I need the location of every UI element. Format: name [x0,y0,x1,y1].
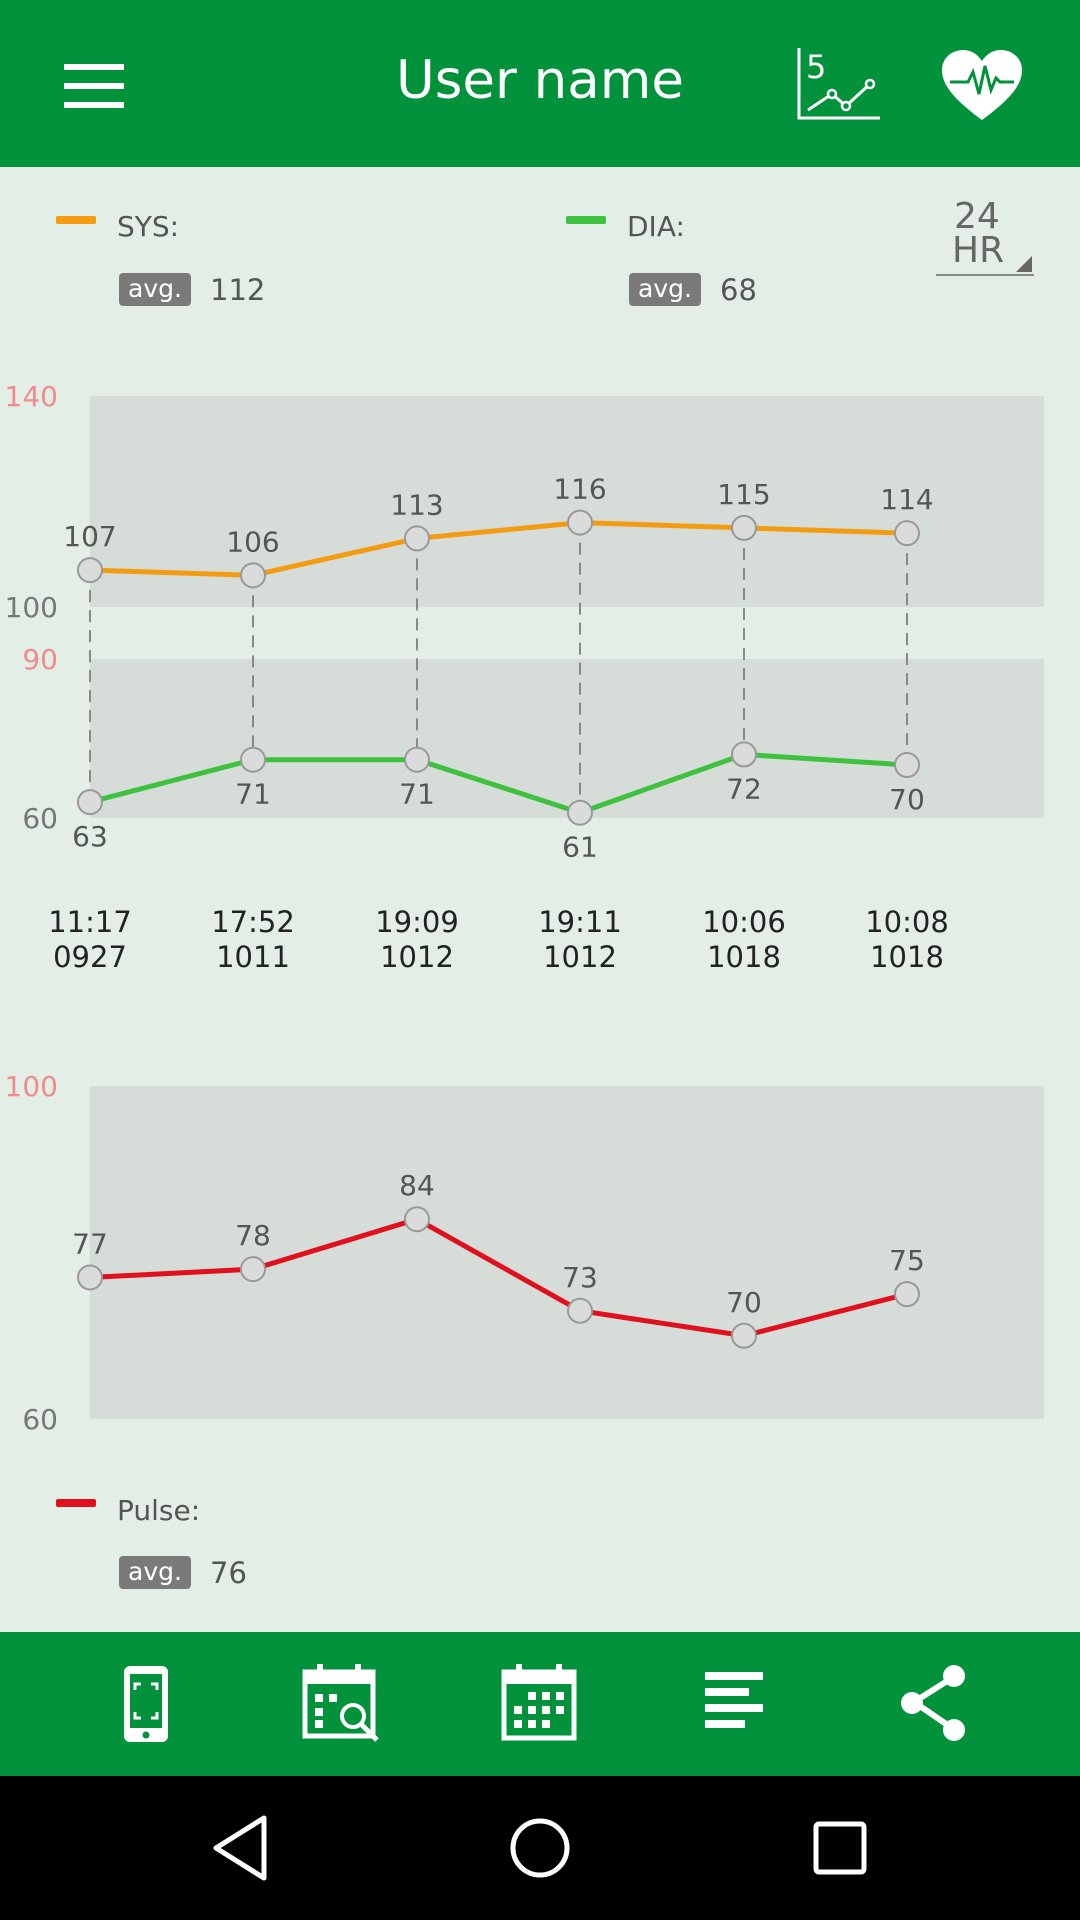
dia-legend-label: DIA: [627,210,685,243]
pulse-data-label: 78 [235,1219,271,1252]
dia-avg-badge: avg. [629,273,701,306]
pulse-data-label: 84 [399,1169,435,1202]
sys-point [731,514,757,541]
list-icon[interactable] [695,1662,779,1746]
bp-x-tick-date: 1012 [380,940,454,974]
dia-point [240,746,266,773]
pulse-data-label: 77 [72,1227,108,1260]
period-underline [936,274,1034,276]
dia-point [77,789,103,816]
bp-x-tick-date: 1012 [543,940,617,974]
bp-x-tick-time: 10:08 [865,905,949,939]
app-bar: User name 5 [0,0,1080,167]
sys-point [567,509,593,536]
pulse-point [567,1297,593,1324]
dia-legend-swatch [566,216,606,224]
sys-avg-badge: avg. [119,273,191,306]
bp-x-tick-date: 1011 [216,940,290,974]
period-24hr-button[interactable]: 24 HR [934,196,1034,278]
period-unit: HR [952,230,1005,271]
dia-series-line [89,751,908,816]
sys-data-label: 107 [63,520,116,553]
dia-avg-value: 68 [720,273,757,307]
dia-data-label: 72 [726,772,762,805]
pulse-legend-swatch [56,1499,96,1507]
sys-data-label: 113 [390,488,443,521]
bp-x-tick-date: 1018 [707,940,781,974]
home-icon[interactable] [502,1810,578,1886]
sys-data-label: 115 [717,478,770,511]
pulse-y-tick-label: 100 [5,1070,58,1103]
system-nav-bar [0,1776,1080,1920]
bp-y-tick-label: 100 [5,591,58,624]
dia-point [404,746,430,773]
bp-y-tick-label: 140 [5,380,58,413]
sys-legend-swatch [56,216,96,224]
dia-point [731,741,757,768]
bp-x-tick-date: 1018 [870,940,944,974]
sys-avg-value: 112 [210,273,266,307]
dia-data-label: 63 [72,820,108,853]
pulse-y-tick-label: 60 [22,1403,58,1436]
sys-data-label: 106 [226,525,279,558]
pulse-point [77,1264,103,1291]
pulse-data-label: 73 [562,1261,598,1294]
bp-x-tick-time: 19:09 [375,905,459,939]
pulse-band-0 [90,1086,1044,1419]
sys-data-label: 116 [553,473,606,506]
page-title: User name [396,50,684,111]
pulse-point [404,1206,430,1233]
back-icon[interactable] [202,1810,278,1886]
bp-x-tick-time: 11:17 [48,905,132,939]
bp-y-tick-label: 60 [22,802,58,835]
period-number: 24 [954,196,1000,237]
bp-x-tick-time: 17:52 [211,905,295,939]
dia-data-label: 70 [889,783,925,816]
bp-x-tick-time: 10:06 [702,905,786,939]
pulse-data-label: 70 [726,1286,762,1319]
pulse-point [731,1322,757,1349]
calendar-search-icon[interactable] [301,1662,385,1746]
trend-5-icon[interactable]: 5 [796,48,882,124]
dia-data-label: 71 [399,778,435,811]
bp-x-tick-time: 19:11 [538,905,622,939]
pulse-point [894,1281,920,1308]
pulse-data-label: 75 [889,1244,925,1277]
dia-data-label: 61 [562,831,598,864]
pulse-avg-badge: avg. [119,1556,191,1589]
dia-point [567,799,593,826]
blood-pressure-chart: 140 100 90 60 107 106 113 116 115 114 63 71 71 61 72 70… [5,380,1044,974]
share-icon[interactable] [892,1662,976,1746]
heart-pulse-icon[interactable] [942,50,1022,122]
pulse-series-line [89,1216,908,1339]
pulse-point [240,1256,266,1283]
recents-icon[interactable] [802,1810,878,1886]
calendar-icon[interactable] [498,1662,582,1746]
sys-point [404,525,430,552]
sys-point [240,562,266,589]
menu-icon[interactable] [62,60,128,112]
trend-digit: 5 [806,48,826,86]
bottom-action-bar [0,1632,1080,1776]
bp-band-1 [90,659,1044,818]
pulse-legend-label: Pulse: [117,1494,201,1527]
device-scan-icon[interactable] [104,1662,188,1746]
pulse-chart: 100 60 77 78 84 73 70 75 [5,1070,1044,1436]
dia-data-label: 71 [235,778,271,811]
sys-point [77,557,103,584]
sys-series-line [89,520,908,578]
dia-point [894,752,920,778]
sys-point [894,520,920,547]
bp-x-tick-date: 0927 [53,940,127,974]
dropdown-triangle-icon [1016,256,1032,272]
bp-y-tick-label: 90 [22,643,58,676]
sys-data-label: 114 [880,483,933,516]
pulse-avg-value: 76 [210,1556,247,1590]
sys-legend-label: SYS: [117,210,180,243]
